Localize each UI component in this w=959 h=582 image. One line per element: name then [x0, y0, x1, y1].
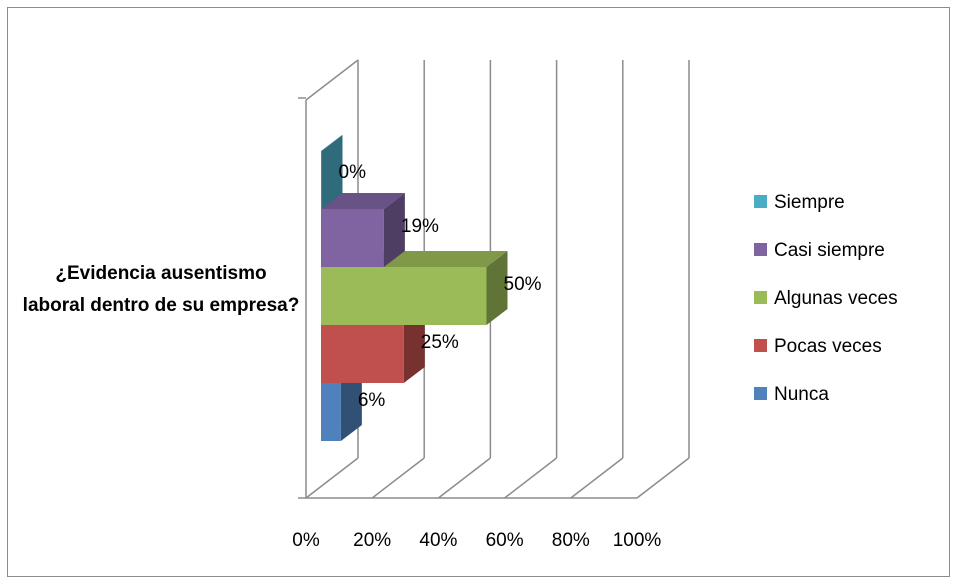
- floor-gridline: [371, 457, 425, 499]
- x-tick-label: 0%: [292, 530, 320, 551]
- legend-item-nunca: Nunca: [774, 384, 829, 405]
- bar-casi-siempre: [321, 209, 384, 267]
- legend-swatch: [754, 291, 767, 304]
- bar-side-face: [403, 309, 425, 383]
- floor-gridline: [570, 457, 624, 499]
- bar-pocas-veces: [321, 325, 404, 383]
- legend-item-algunas-veces: Algunas veces: [774, 288, 898, 309]
- legend-item-casi-siempre: Casi siempre: [774, 240, 885, 261]
- data-label: 50%: [504, 274, 542, 295]
- data-label: 6%: [358, 390, 386, 411]
- legend-swatch: [754, 387, 767, 400]
- floor-gridline: [504, 457, 558, 499]
- bar-top-face: [321, 193, 405, 209]
- bar-nunca: [321, 383, 341, 441]
- category-label: ¿Evidencia ausentismo laboral dentro de …: [22, 263, 300, 316]
- data-label: 0%: [339, 162, 367, 183]
- x-tick-label: 60%: [486, 530, 524, 551]
- wall-top-edge: [305, 59, 359, 101]
- x-tick-label: 40%: [419, 530, 457, 551]
- bar-side-face: [383, 193, 405, 267]
- bar-side-face: [340, 367, 362, 441]
- legend-item-siempre: Siempre: [774, 192, 845, 213]
- legend-swatch: [754, 195, 767, 208]
- floor-gridline: [636, 457, 690, 499]
- floor-gridline: [437, 457, 491, 499]
- bar-side-face: [486, 251, 508, 325]
- bar-algunas-veces: [321, 267, 487, 325]
- legend-swatch: [754, 243, 767, 256]
- data-label: 19%: [401, 216, 439, 237]
- bar-side-face: [321, 135, 343, 209]
- legend-swatch: [754, 339, 767, 352]
- bar-top-face: [321, 135, 343, 151]
- x-tick-label: 20%: [353, 530, 391, 551]
- bar-siempre: [321, 151, 322, 209]
- legend-item-pocas-veces: Pocas veces: [774, 336, 882, 357]
- x-tick-label: 80%: [552, 530, 590, 551]
- data-label: 25%: [421, 332, 459, 353]
- floor-gridline: [305, 457, 359, 499]
- x-tick-label: 100%: [613, 530, 662, 551]
